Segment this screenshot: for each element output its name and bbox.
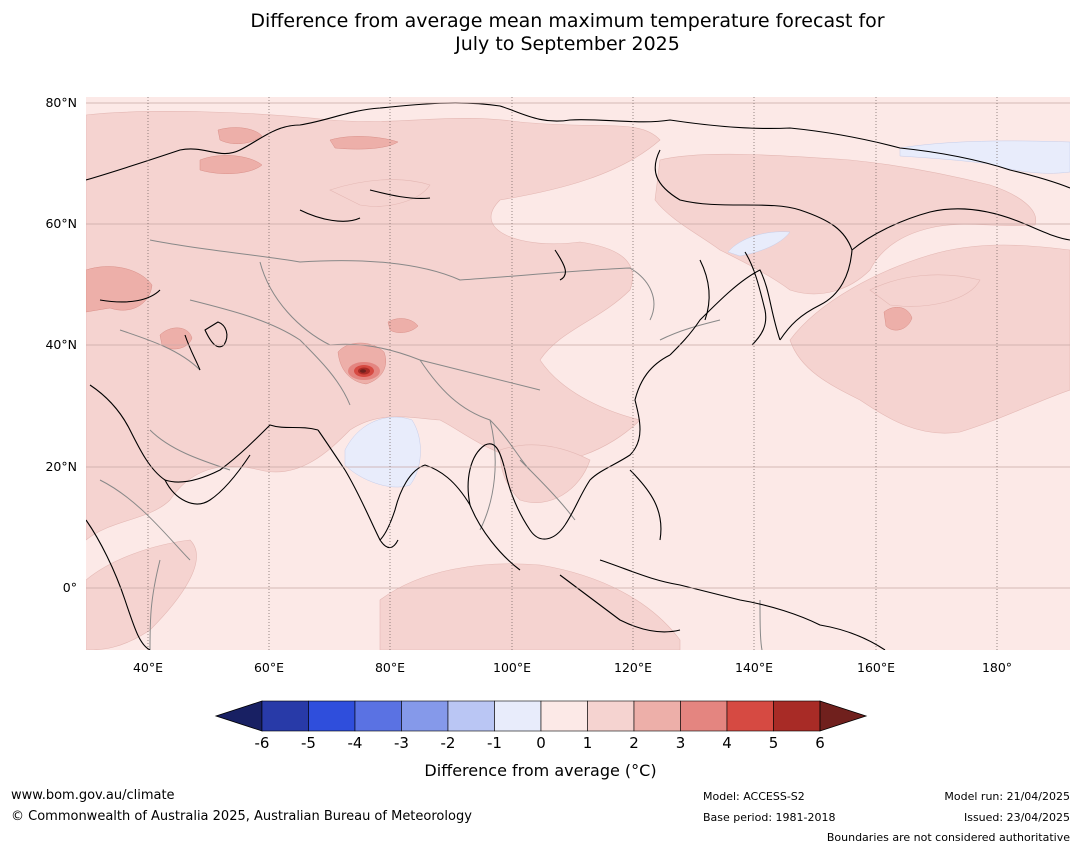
lat-label-0: 0° (62, 580, 77, 595)
colorbar-bin (680, 700, 728, 732)
lon-label-140e: 140°E (734, 660, 774, 675)
lon-label-60e: 60°E (253, 660, 285, 675)
coastlines (86, 102, 1070, 650)
colorbar-tick: 4 (722, 734, 732, 752)
lon-label-80e: 80°E (374, 660, 406, 675)
anomaly-hotspot (348, 362, 380, 380)
model-text: Model: ACCESS-S2 (703, 790, 805, 803)
lon-label-120e: 120°E (613, 660, 653, 675)
model-run-text: Model run: 21/04/2025 (944, 790, 1070, 803)
lon-label-160e: 160°E (856, 660, 896, 675)
colorbar-bin (447, 700, 495, 732)
disclaimer-text: Boundaries are not considered authoritat… (826, 831, 1070, 844)
anomaly-1-2-areas (86, 111, 1070, 650)
colorbar-extend-high (819, 700, 868, 732)
title-line-2: July to September 2025 (455, 33, 680, 55)
colorbar-bin (261, 700, 309, 732)
colorbar-bin (587, 700, 635, 732)
lon-label-180: 180° (981, 660, 1013, 675)
lon-label-100e: 100°E (492, 660, 532, 675)
colorbar-tick: 1 (582, 734, 593, 752)
copyright-text: © Commonwealth of Australia 2025, Austra… (11, 809, 472, 824)
colorbar-tick: -1 (487, 734, 502, 752)
issued-text: Issued: 23/04/2025 (963, 811, 1070, 824)
lat-label-20n: 20°N (45, 459, 77, 474)
colorbar-bin (773, 700, 821, 732)
colorbar-label: Difference from average (°C) (424, 761, 657, 780)
colorbar-tick: 2 (629, 734, 639, 752)
colorbar-tick: -3 (394, 734, 409, 752)
colorbar-tick: -6 (254, 734, 270, 752)
colorbar-bin (401, 700, 449, 732)
colorbar-tick: 0 (536, 734, 546, 752)
forecast-map (86, 97, 1070, 650)
lat-label-80n: 80°N (45, 95, 77, 110)
meridians (147, 97, 998, 650)
colorbar-extend-low (214, 700, 263, 732)
colorbar-bin (354, 700, 402, 732)
chart-title: Difference from average mean maximum tem… (0, 10, 1081, 56)
colorbar-bin (633, 700, 681, 732)
colorbar-tick: -5 (301, 734, 316, 752)
lat-label-40n: 40°N (45, 337, 77, 352)
colorbar (214, 700, 868, 732)
title-line-1: Difference from average mean maximum tem… (250, 10, 885, 32)
base-period-text: Base period: 1981-2018 (703, 811, 836, 824)
parallels (86, 102, 1070, 589)
website-link[interactable]: www.bom.gov.au/climate (11, 788, 175, 803)
colorbar-bin (726, 700, 774, 732)
lon-label-40e: 40°E (132, 660, 164, 675)
colorbar-tick: -2 (440, 734, 456, 752)
colorbar-bin (494, 700, 542, 732)
lat-label-60n: 60°N (45, 216, 77, 231)
colorbar-tick: 3 (675, 734, 686, 752)
anomaly-cool-areas (344, 140, 1070, 488)
colorbar-tick: 6 (815, 734, 825, 752)
colorbar-bin (308, 700, 356, 732)
colorbar-tick: 5 (768, 734, 779, 752)
colorbar-bin (540, 700, 588, 732)
colorbar-tick: -4 (347, 734, 363, 752)
